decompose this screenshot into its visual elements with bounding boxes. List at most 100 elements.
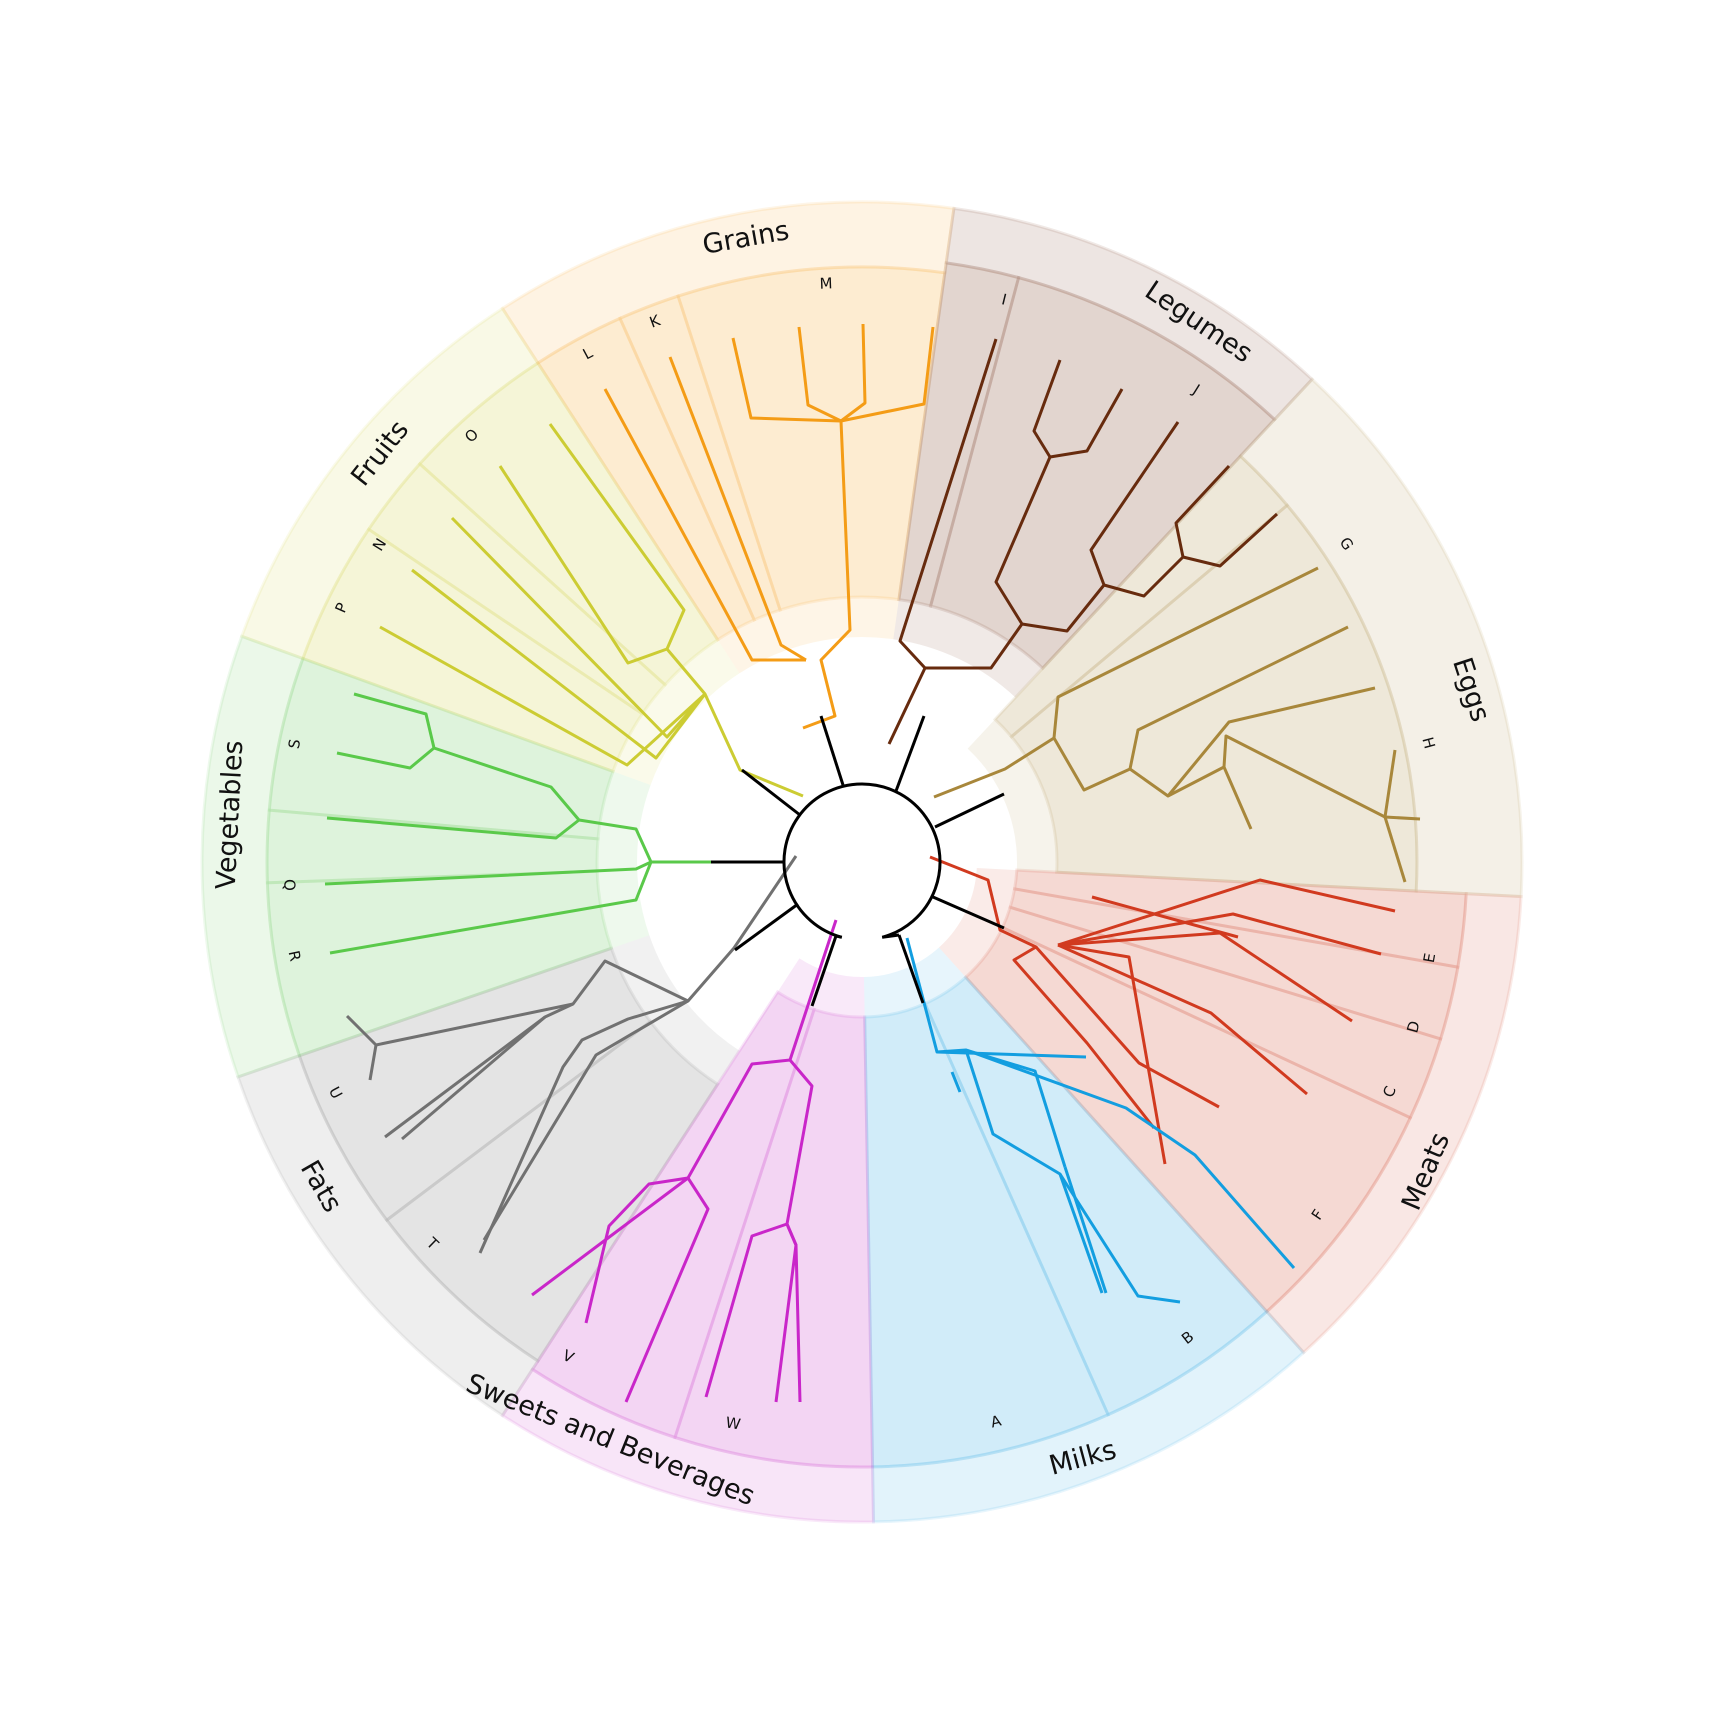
branch-fruits-5 — [379, 625, 707, 767]
root-ring — [782, 782, 942, 939]
subsector-meats-1 — [1012, 868, 1468, 969]
branch-eggs-5 — [1222, 734, 1386, 819]
leaf-label-r: R — [285, 949, 305, 963]
subsector-vegetables-2 — [265, 808, 600, 885]
sector-inner-grains — [537, 267, 945, 674]
branch-grains-3 — [840, 323, 867, 423]
subsector-fruits-2 — [366, 461, 668, 716]
branch-meats-8 — [1091, 895, 1239, 939]
branch-sweets-and-beverages-6 — [774, 1223, 798, 1403]
root-branches — [711, 715, 1005, 1007]
sector-inner-legumes — [893, 262, 1275, 698]
root-stem-milks — [897, 934, 925, 1004]
branch-grains-6 — [603, 388, 806, 662]
subsector-fats-1 — [384, 1019, 720, 1364]
subsector-sweets-and-beverages-2 — [530, 989, 816, 1440]
leaf-label-q: Q — [280, 879, 298, 891]
branch-fats-1 — [478, 855, 798, 1254]
branch-milks-6 — [1063, 1166, 1108, 1294]
subsector-grains-1 — [535, 316, 757, 642]
root-stem-fruits — [741, 768, 801, 817]
root-stem-fats — [734, 902, 799, 952]
sector-outer-band-milks — [871, 1309, 1306, 1524]
subsector-vegetables-1 — [265, 869, 614, 1058]
root-stem-grains — [819, 715, 845, 786]
subsector-sweets-and-beverages-1 — [673, 1007, 875, 1469]
branch-meats-7 — [1057, 878, 1396, 947]
root-gap-edge-right — [881, 933, 900, 939]
branch-fats-6 — [368, 1044, 378, 1081]
branch-eggs-1 — [933, 736, 1253, 830]
sector-outer-band-vegetables — [200, 634, 305, 1079]
subsector-milks-2 — [863, 1001, 1111, 1469]
leaf-label-w: W — [724, 1413, 742, 1433]
branch-meats-2 — [1057, 943, 1167, 1165]
root-stem-sweets-and-beverages — [810, 935, 838, 1007]
root-gap-edge-left — [835, 934, 843, 939]
branch-sweets-and-beverages-4 — [624, 1177, 710, 1403]
leaf-label-h: H — [1418, 735, 1438, 751]
subsector-fruits-3 — [417, 360, 720, 687]
subsector-fats-2 — [297, 946, 653, 1223]
subsector-meats-2 — [1008, 887, 1460, 1041]
branch-fats-3 — [482, 999, 689, 1241]
branch-vegetables-2 — [336, 746, 435, 770]
branch-milks-2 — [964, 1049, 1104, 1294]
subsector-meats-3 — [1000, 905, 1443, 1120]
subsector-milks-1 — [923, 975, 1269, 1417]
branch-fats-4 — [401, 1015, 546, 1141]
branch-fruits-4 — [411, 568, 707, 760]
sector-outer-band-fats — [236, 1053, 540, 1418]
sector-outer-band-grains — [500, 200, 956, 366]
subsector-meats-4 — [963, 925, 1413, 1314]
leaf-label-e: E — [1420, 952, 1439, 964]
sector-outer-band-sweets-and-beverages — [500, 1367, 876, 1524]
root-stem-meats — [932, 895, 1005, 930]
branch-sweets-and-beverages-3 — [584, 1176, 689, 1324]
branch-vegetables-1 — [353, 692, 713, 864]
branch-meats-6 — [1057, 912, 1382, 956]
branch-eggs-4 — [1166, 686, 1376, 797]
branch-milks-4 — [950, 1071, 962, 1093]
branch-grains-5 — [668, 356, 807, 662]
branch-sweets-and-beverages-1 — [531, 919, 838, 1297]
root-stem-legumes — [894, 715, 926, 792]
sector-inner-milks — [864, 947, 1267, 1467]
sector-inner-fats — [299, 935, 740, 1361]
sector-outer-band-fruits — [239, 306, 540, 661]
branch-eggs-3 — [1128, 625, 1349, 770]
branch-fruits-1 — [548, 423, 804, 798]
branch-grains-4 — [840, 326, 935, 423]
sector-inner-sweets-and-beverages — [532, 958, 873, 1467]
branch-milks-5 — [965, 1048, 1296, 1269]
subsector-legumes-1 — [897, 261, 1021, 608]
sector-outer-band-legumes — [944, 206, 1315, 422]
branch-milks-7 — [936, 1050, 1087, 1059]
subsector-eggs-2 — [1009, 503, 1419, 893]
branch-grains-1 — [731, 337, 852, 730]
branch-meats-4 — [1057, 943, 1308, 1096]
subsector-legumes-2 — [928, 275, 1277, 671]
leaf-label-i: I — [1000, 290, 1009, 309]
branch-fruits-2 — [498, 465, 668, 665]
branch-eggs-7 — [1383, 816, 1407, 883]
root-stem-eggs — [934, 792, 1005, 829]
branch-legumes-2 — [1049, 388, 1124, 459]
leaf-label-d: D — [1403, 1019, 1423, 1035]
branch-grains-2 — [797, 326, 842, 423]
sector-inner-fruits — [302, 363, 740, 785]
branch-milks-3 — [1058, 1173, 1181, 1304]
group-sectors — [200, 200, 1524, 1524]
branch-meats-3 — [1034, 946, 1220, 1109]
branch-vegetables-4 — [324, 860, 652, 886]
branches — [324, 323, 1421, 1403]
branch-legumes-5 — [1174, 464, 1231, 558]
sector-inner-meats — [939, 868, 1467, 1312]
sector-outer-band-meats — [1264, 892, 1523, 1355]
branch-eggs-2 — [1052, 566, 1319, 739]
subsector-grains-3 — [676, 265, 947, 612]
branch-sweets-and-beverages-5 — [704, 1222, 788, 1398]
leaf-label-s: S — [285, 738, 304, 751]
